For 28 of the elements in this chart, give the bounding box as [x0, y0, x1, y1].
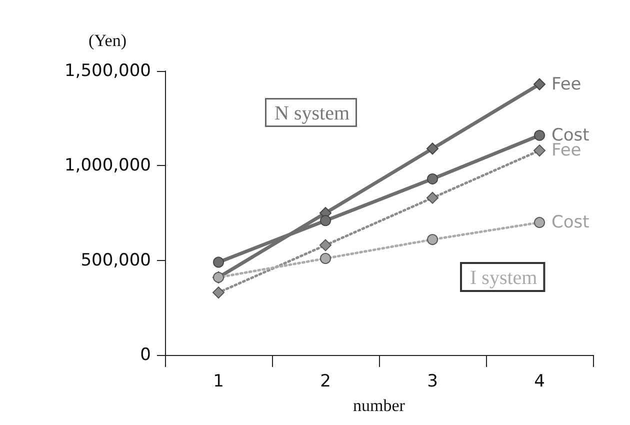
series-label: Fee: [552, 140, 582, 161]
point: [320, 239, 332, 252]
y-tick-label: 1,000,000: [64, 156, 151, 176]
x-tick-label: 2: [320, 372, 331, 392]
y-axis-title: (Yen): [88, 31, 126, 50]
point: [212, 286, 224, 299]
x-axis-title: number: [353, 396, 406, 415]
series-label: Fee: [552, 74, 582, 94]
x-tick-label: 4: [534, 372, 545, 392]
point: [534, 78, 546, 90]
point: [534, 144, 546, 157]
point: [427, 234, 438, 246]
point: [427, 173, 438, 184]
y-tick-label: 500,000: [80, 250, 151, 270]
x-tick-label: 1: [213, 372, 224, 392]
point: [426, 142, 438, 155]
annotation: I system: [470, 267, 538, 289]
point: [534, 130, 545, 141]
point: [213, 256, 224, 268]
y-tick-label: 1,500,000: [64, 61, 151, 81]
point: [426, 192, 438, 204]
point: [320, 252, 331, 264]
annotation: N system: [274, 102, 350, 124]
point: [534, 216, 545, 228]
x-tick-label: 3: [427, 372, 438, 392]
series-label: Cost: [552, 212, 590, 232]
y-tick-label: 0: [140, 345, 151, 365]
point: [320, 215, 331, 226]
